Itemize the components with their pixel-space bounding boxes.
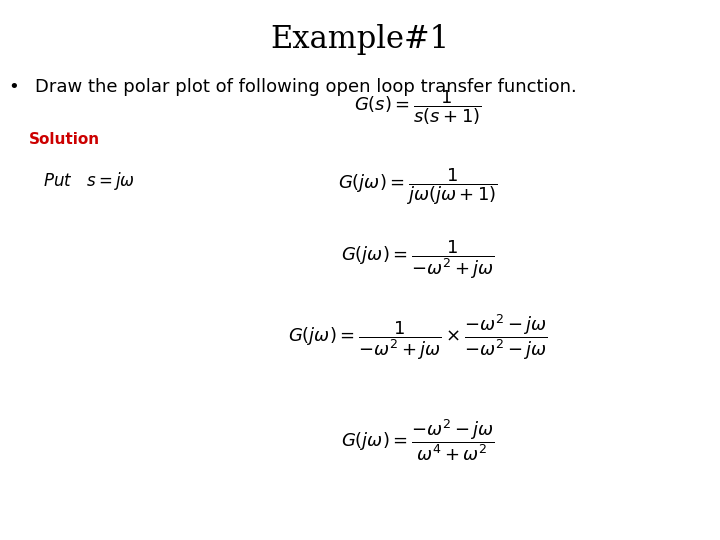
Text: $G(s) = \dfrac{1}{s(s+1)}$: $G(s) = \dfrac{1}{s(s+1)}$ <box>354 89 482 127</box>
Text: $G(j\omega) = \dfrac{-\omega^2 - j\omega}{\omega^4 + \omega^2}$: $G(j\omega) = \dfrac{-\omega^2 - j\omega… <box>341 417 495 463</box>
Text: Example#1: Example#1 <box>271 24 449 55</box>
Text: $\mathit{Put} \quad s = j\omega$: $\mathit{Put} \quad s = j\omega$ <box>43 170 135 192</box>
Text: Draw the polar plot of following open loop transfer function.: Draw the polar plot of following open lo… <box>35 78 576 96</box>
Text: $G(j\omega) = \dfrac{1}{j\omega(j\omega+1)}$: $G(j\omega) = \dfrac{1}{j\omega(j\omega+… <box>338 166 498 207</box>
Text: $G(j\omega) = \dfrac{1}{-\omega^2 + j\omega} \times \dfrac{-\omega^2 - j\omega}{: $G(j\omega) = \dfrac{1}{-\omega^2 + j\om… <box>288 313 547 362</box>
Text: Solution: Solution <box>29 132 100 147</box>
Text: •: • <box>9 78 19 96</box>
Text: $G(j\omega) = \dfrac{1}{-\omega^2 + j\omega}$: $G(j\omega) = \dfrac{1}{-\omega^2 + j\om… <box>341 238 495 281</box>
